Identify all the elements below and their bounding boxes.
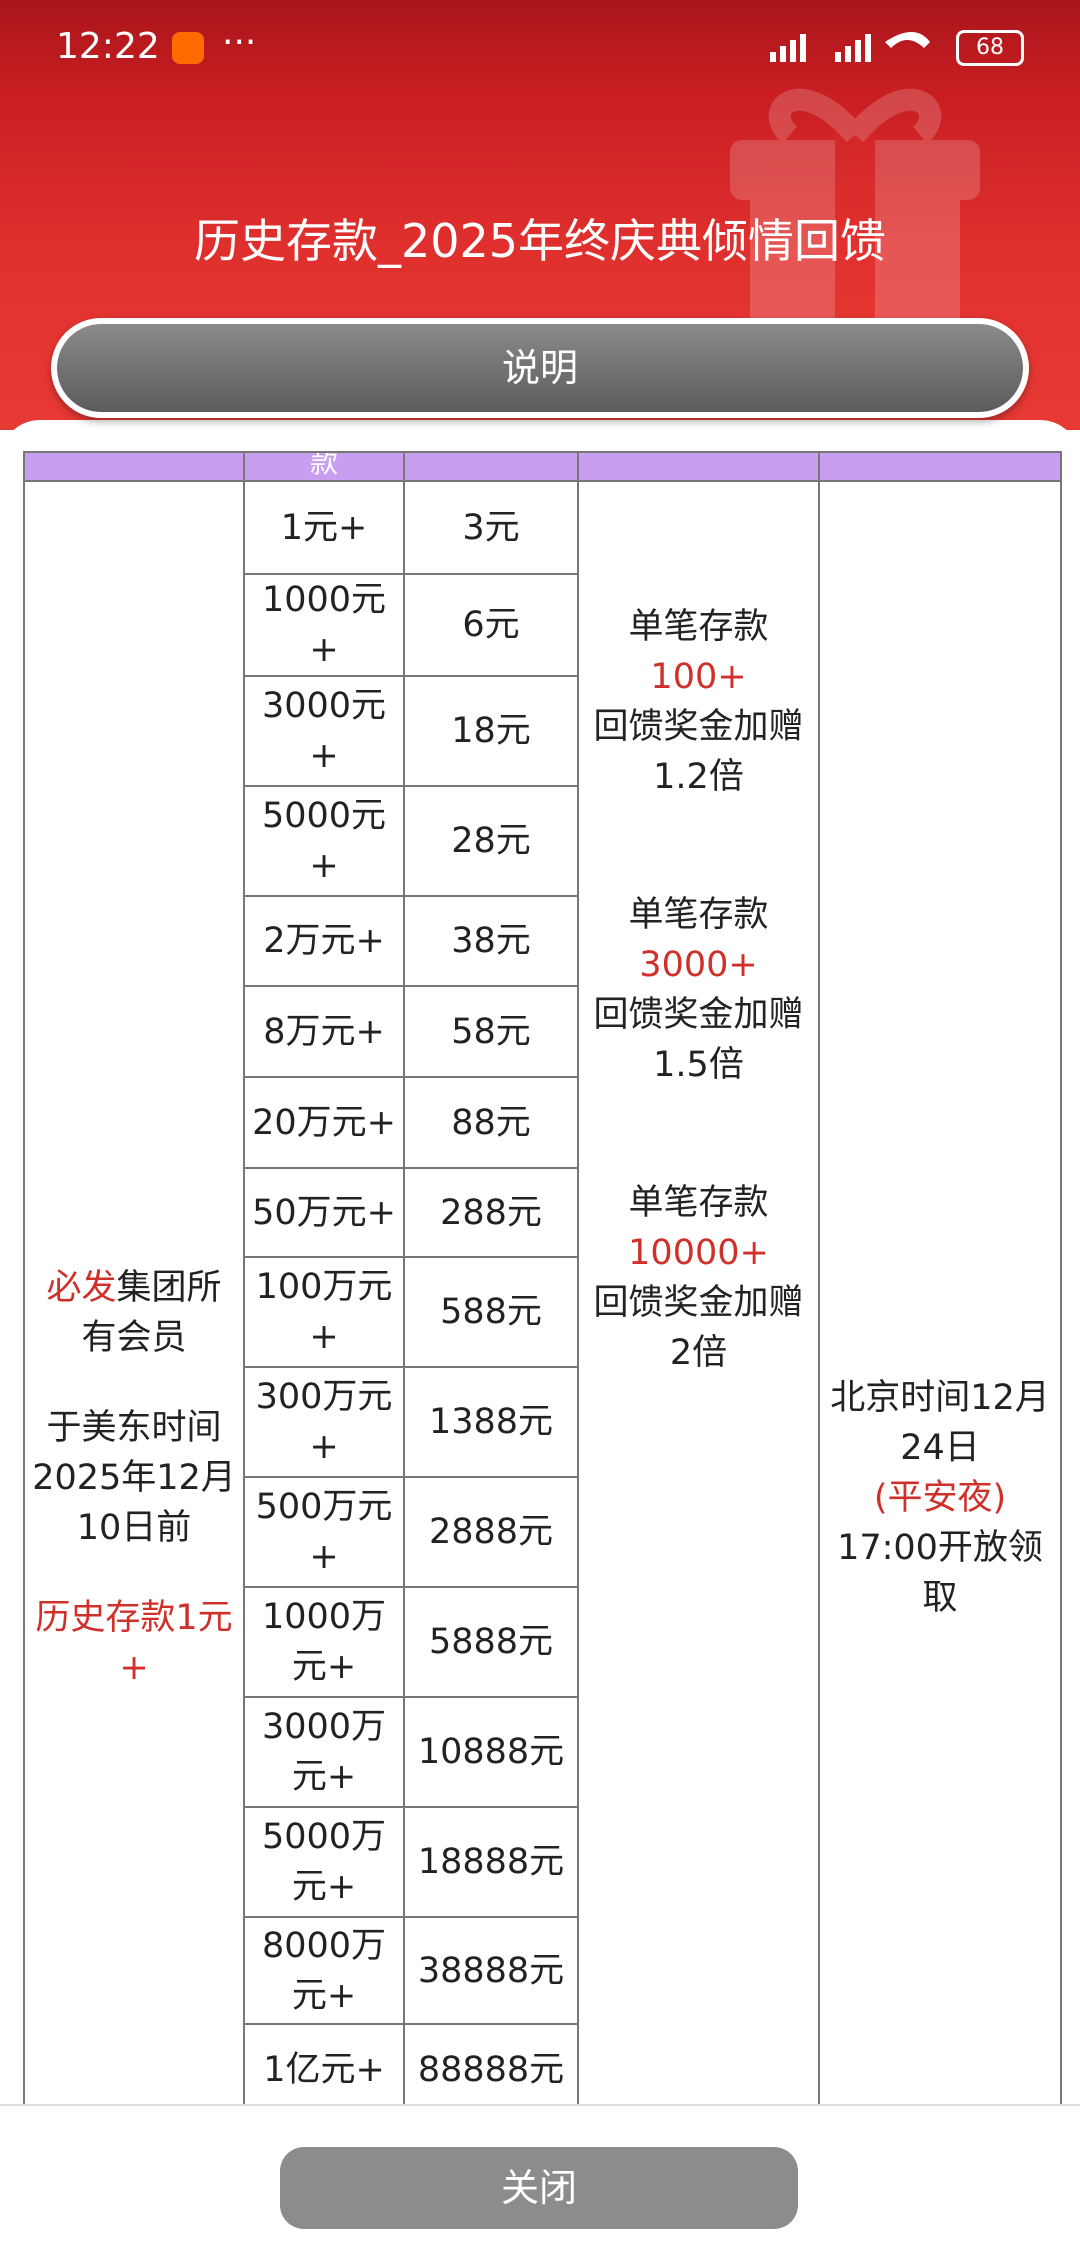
table-row: 1000元+ 6元 — [24, 573, 1061, 677]
reward-cell: 18888元 — [403, 1806, 579, 1918]
header-cell — [23, 451, 245, 482]
deposit-cell: 1元+ — [243, 480, 405, 575]
deposit-cell: 2万元+ — [243, 895, 405, 987]
bonus-block: 单笔存款 3000+ 回馈奖金加赠 1.5倍 — [583, 890, 814, 1090]
table-row: 3000万元+ 10888元 — [24, 1696, 1061, 1808]
deposit-cell: 8万元+ — [243, 985, 405, 1078]
deposit-cell: 8000万元+ — [243, 1916, 405, 2025]
member-paragraph: 于美东时间2025年12月10日前 — [29, 1403, 239, 1553]
reward-cell: 3元 — [403, 480, 579, 575]
cell-text: 于美东时间2025年12月10日前 — [32, 1408, 236, 1548]
deposit-cell: 5000元+ — [243, 785, 405, 897]
table-row: 20万元+ 88元 — [24, 1076, 1061, 1169]
battery: 68 — [956, 30, 1024, 66]
deposit-cell: 1000元+ — [243, 573, 405, 677]
deposit-cell: 3000万元+ — [243, 1696, 405, 1808]
table-row: 8万元+ 58元 — [24, 985, 1061, 1078]
reward-cell: 28元 — [403, 785, 579, 897]
reward-cell: 88元 — [403, 1076, 579, 1169]
cell-text: 1.5倍 — [653, 1045, 744, 1085]
table-row: 3000元+ 18元 — [24, 675, 1061, 787]
gift-icon — [730, 88, 980, 330]
signal-icons — [710, 28, 930, 64]
table-row: 2万元+ 38元 — [24, 895, 1061, 987]
reward-cell: 38元 — [403, 895, 579, 987]
close-button[interactable]: 关闭 — [280, 2147, 798, 2229]
table-row: 必发集团所有会员 于美东时间2025年12月10日前 历史存款1元+ 1元+ 3元 单笔存… — [23, 480, 1062, 2116]
reward-cell: 288元 — [403, 1167, 579, 1258]
cell-text: 3000+ — [639, 945, 758, 985]
header-cell — [403, 451, 579, 482]
cell-text: 17:00开放领取 — [837, 1528, 1043, 1618]
cell-text: 历史存款1元+ — [35, 1598, 233, 1688]
bonus-cell: 单笔存款 100+ 回馈奖金加赠 1.2倍 单笔存款 3000+ 回馈奖金加赠 1.5倍 单笔存… — [577, 480, 820, 2116]
cell-text: 回馈奖金加赠 — [593, 995, 804, 1035]
cell-text: 2倍 — [669, 1333, 728, 1373]
header-cell — [577, 451, 820, 482]
reward-cell: 5888元 — [403, 1586, 579, 1698]
app-icon — [172, 32, 204, 64]
page-title: 历史存款_2025年终庆典倾情回馈 — [193, 214, 887, 268]
cell-text: 单笔存款 — [628, 607, 769, 647]
table-row: 1亿元+ 88888元 — [24, 2023, 1061, 2116]
reward-cell: 58元 — [403, 985, 579, 1078]
cell-text: 集团所有会员 — [81, 1268, 222, 1358]
deposit-cell: 300万元+ — [243, 1366, 405, 1478]
cell-text: 1.2倍 — [653, 757, 744, 797]
bonus-block: 单笔存款 10000+ 回馈奖金加赠 2倍 — [583, 1178, 814, 1378]
reward-cell: 588元 — [403, 1256, 579, 1368]
member-paragraph: 历史存款1元+ — [29, 1593, 239, 1693]
table-row: 5000元+ 28元 — [24, 785, 1061, 897]
deposit-cell: 100万元+ — [243, 1256, 405, 1368]
header-text: 款 — [309, 452, 338, 479]
deposit-cell: 500万元+ — [243, 1476, 405, 1588]
deposit-cell: 1亿元+ — [243, 2023, 405, 2116]
deposit-cell: 5000万元+ — [243, 1806, 405, 1918]
reward-cell: 1388元 — [403, 1366, 579, 1478]
table-row: 500万元+ 2888元 — [24, 1476, 1061, 1588]
table-row: 100万元+ 588元 — [24, 1256, 1061, 1368]
table-row: 8000万元+ 38888元 — [24, 1916, 1061, 2025]
bonus-block: 单笔存款 100+ 回馈奖金加赠 1.2倍 — [583, 602, 814, 802]
reward-cell: 2888元 — [403, 1476, 579, 1588]
reward-cell: 88888元 — [403, 2023, 579, 2116]
cell-text: 回馈奖金加赠 — [593, 707, 804, 747]
reward-cell: 18元 — [403, 675, 579, 787]
reward-cell: 38888元 — [403, 1916, 579, 2025]
table-row: 300万元+ 1388元 — [24, 1366, 1061, 1478]
table-row: 5000万元+ 18888元 — [24, 1806, 1061, 1918]
member-paragraph: 必发集团所有会员 — [29, 1263, 239, 1363]
claim-cell: 北京时间12月24日 (平安夜) 17:00开放领取 — [818, 480, 1062, 2116]
info-button[interactable]: 说明 — [51, 318, 1029, 418]
more-dots: ··· — [222, 22, 257, 63]
deposit-cell: 1000万元+ — [243, 1586, 405, 1698]
cell-text: 10000+ — [628, 1233, 769, 1273]
cell-text: 单笔存款 — [628, 1183, 769, 1223]
header-row: 款 — [23, 451, 1062, 482]
reward-cell: 10888元 — [403, 1696, 579, 1808]
cell-text: 100+ — [650, 657, 747, 697]
deposit-cell: 50万元+ — [243, 1167, 405, 1258]
cell-text: 回馈奖金加赠 — [593, 1283, 804, 1323]
member-cell: 必发集团所有会员于美东时间2025年12月10日前历史存款1元+ — [23, 480, 245, 2116]
reward-cell: 6元 — [403, 573, 579, 677]
table-row: 1000万元+ 5888元 — [24, 1586, 1061, 1698]
deposit-cell: 3000元+ — [243, 675, 405, 787]
cell-text: (平安夜) — [873, 1478, 1007, 1518]
cell-text: 北京时间12月24日 — [830, 1378, 1050, 1468]
cell-text: 单笔存款 — [628, 895, 769, 935]
table-row: 50万元+ 288元 — [24, 1167, 1061, 1258]
deposit-cell: 20万元+ — [243, 1076, 405, 1169]
cell-text: 必发 — [46, 1268, 117, 1308]
header-cell: 款 — [243, 451, 405, 482]
reward-table: 款必发集团所有会员 于美东时间2025年12月10日前 历史存款1元+ 1元+ 3元 单笔… — [23, 451, 1062, 2116]
header-cell — [818, 451, 1062, 482]
time: 12:22 — [56, 26, 160, 67]
